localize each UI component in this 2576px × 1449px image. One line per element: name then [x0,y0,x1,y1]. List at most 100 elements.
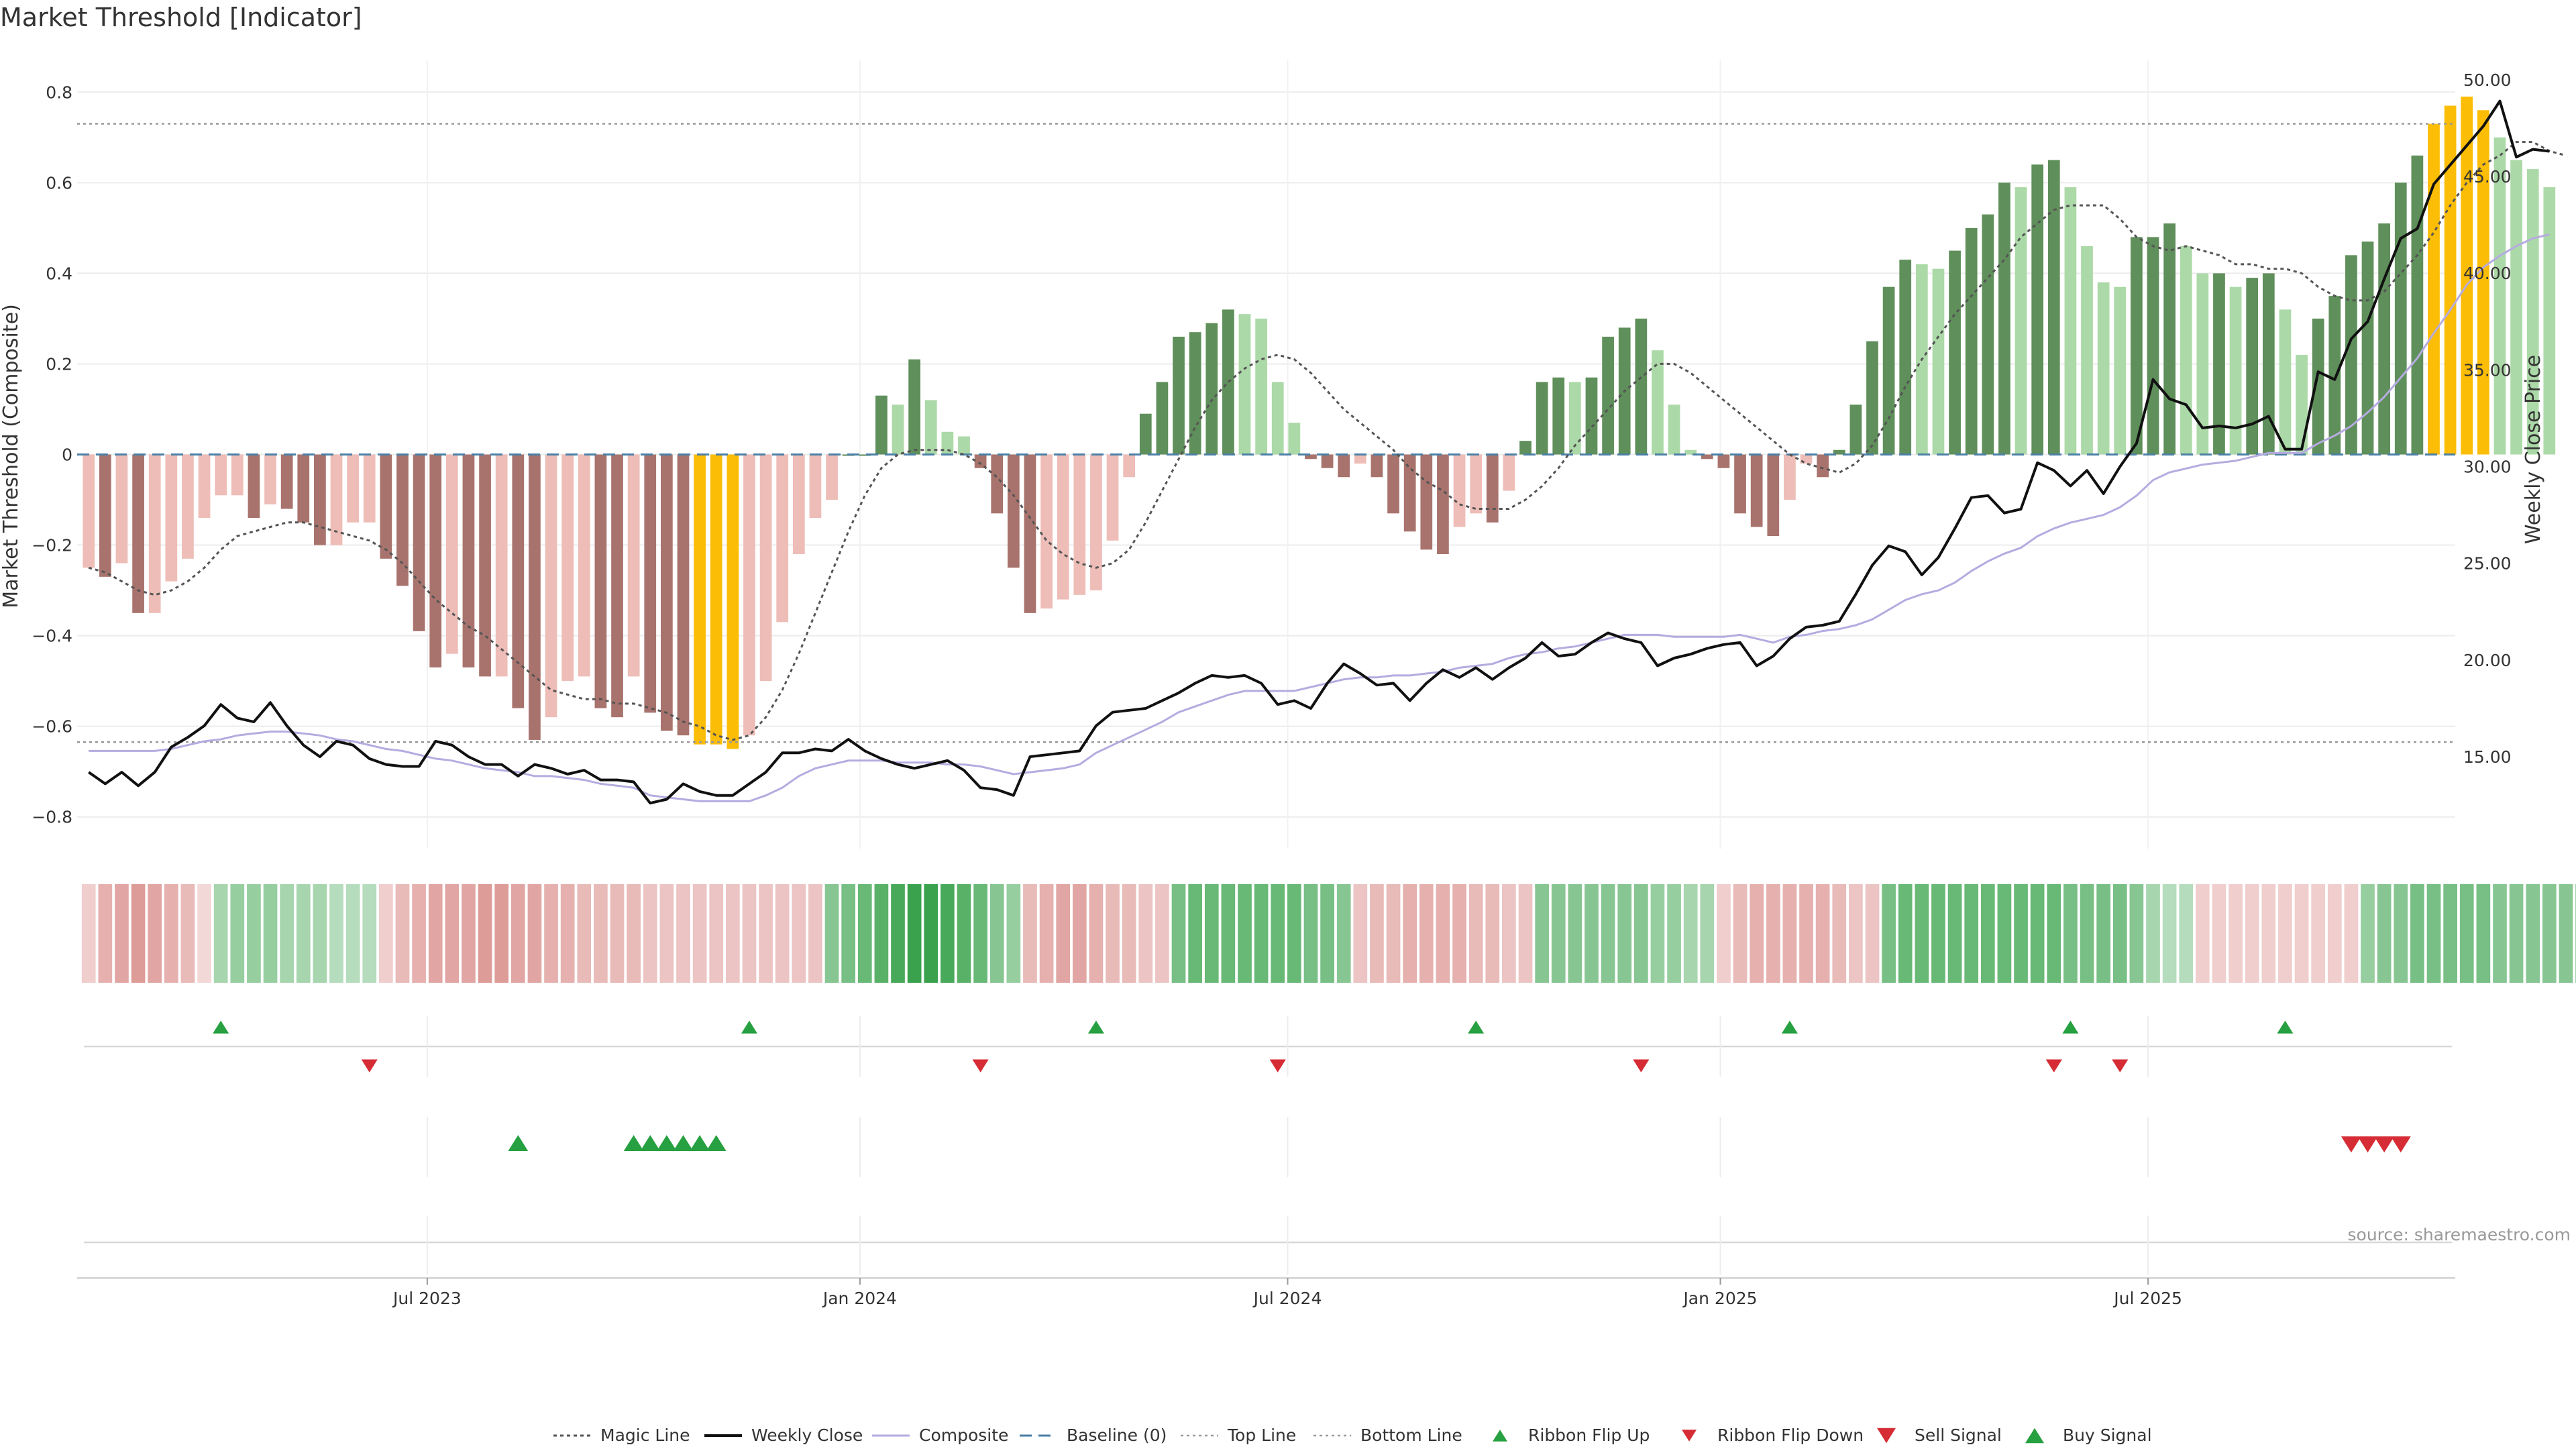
ribbon-cell [345,884,360,983]
composite-bar [2411,155,2424,455]
ribbon-cell [313,884,327,983]
composite-bar [1238,314,1251,455]
ribbon-cell [2394,884,2408,983]
x-tick-label: Jul 2023 [392,1289,462,1308]
ribbon-cell [594,884,608,983]
ribbon-cell [1617,884,1632,983]
composite-bar [1403,454,1416,532]
composite-bar [1106,454,1119,541]
legend-swatch [1877,1428,1896,1444]
composite-bar [1817,454,1829,478]
ribbon-cell [1039,884,1054,983]
ribbon-cell [2344,884,2359,983]
ribbon-cell [2327,884,2342,983]
left-tick-label: 0.6 [46,173,72,193]
ribbon-cell [692,884,707,983]
composite-bar [710,454,722,745]
legend-item: Composite [872,1426,1008,1445]
composite-bar [627,454,640,677]
ribbon-cell [627,884,641,983]
composite-bar [132,454,144,613]
composite-bar [2180,246,2192,455]
composite-bar [1717,454,1730,468]
left-tick-label: 0.2 [46,354,72,374]
ribbon-cell [2410,884,2424,983]
ribbon-cell [659,884,674,983]
legend-item: Baseline (0) [1020,1426,1167,1445]
ribbon-cell [362,884,377,983]
composite-bars [83,97,2556,749]
ribbon-cell [874,884,889,983]
composite-bar [2213,273,2225,455]
composite-bar [2378,223,2391,455]
composite-bar [462,454,475,667]
x-tick-label: Jul 2025 [2112,1289,2182,1308]
composite-bar [2361,241,2374,455]
ribbon-cell [2179,884,2194,983]
ribbon-cell [1370,884,1384,983]
ribbon-cell [412,884,426,983]
composite-bar [1949,250,1961,455]
legend-label: Sell Signal [1915,1426,2002,1445]
composite-bar [297,454,310,523]
ribbon-cell [2261,884,2276,983]
ribbon-cell [131,884,146,983]
left-tick-label: −0.4 [32,627,72,646]
composite-bar [2047,160,2060,455]
composite-bar [594,454,607,708]
ribbon-cell [511,884,525,983]
ribbon-cell [577,884,592,983]
ribbon-cell [544,884,558,983]
series-lines [88,99,2567,805]
composite-bar [2444,105,2457,455]
ribbon-cell [2509,884,2524,983]
ribbon-cell [1122,884,1136,983]
legend-label: Baseline (0) [1067,1426,1167,1445]
ribbon-cell [2063,884,2078,983]
composite-bar [198,454,211,519]
ribbon-cell [1353,884,1368,983]
ribbon-cell [2278,884,2292,983]
right-tick-label: 50.00 [2463,70,2512,90]
composite-bar [182,454,194,559]
composite-bar [2262,273,2275,455]
composite-bar [1255,318,1267,455]
ribbon-cell [1799,884,1813,983]
ribbon-cell [1056,884,1071,983]
ribbon-cell [1997,884,2012,983]
composite-bar [1668,405,1680,455]
composite-bar [2477,110,2489,455]
ribbon-cell [1733,884,1748,983]
composite-bar [1271,382,1284,455]
ribbon-cell [1221,884,1236,983]
ribbon-cell [2146,884,2160,983]
ribbon-cell [148,884,162,983]
composite-bar [264,454,276,504]
composite-bar [429,454,442,667]
composite-bar [677,454,690,736]
legend-label: Ribbon Flip Down [1717,1426,1864,1445]
composite-bar [380,454,392,559]
ribbon-cell [709,884,724,983]
composite-bar [1338,454,1350,478]
composite-bar [1568,382,1581,455]
composite-bar [1486,454,1499,523]
ribbon-cell [1204,884,1219,983]
ribbon-cell [1419,884,1434,983]
legend-swatch [2025,1428,2044,1444]
composite-bar [1882,286,1895,455]
legend-item: Bottom Line [1313,1426,1462,1445]
composite-bar [809,454,822,519]
ribbon-cell [98,884,113,983]
composite-bar [1932,268,1945,455]
ribbon-cell [263,884,278,983]
left-axis-ticks: −0.8 −0.6 −0.4 −0.2 0 0.2 0.4 0.6 0.8 [32,83,72,826]
buy-signal-marker [673,1135,694,1151]
ribbon-cell [1815,884,1830,983]
ribbon-cell [1138,884,1153,983]
ribbon-cell [2426,884,2441,983]
composite-bar [941,431,954,455]
composite-bar [2428,123,2440,455]
ribbon-cell [1072,884,1087,983]
ribbon-flip-up-marker [213,1020,229,1034]
